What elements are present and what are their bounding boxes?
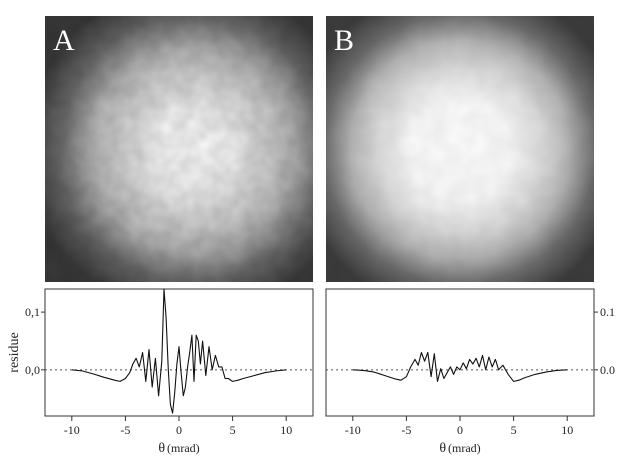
x-tick-label-a: 0 bbox=[176, 423, 182, 437]
panel-label-b: B bbox=[334, 24, 355, 57]
x-tick-label-b: 10 bbox=[561, 423, 573, 437]
x-tick-label-b: 5 bbox=[511, 423, 517, 437]
intensity-image-b-graphic bbox=[326, 16, 594, 282]
residue-series-line-b bbox=[352, 351, 568, 382]
y-tick-label-b: 0.1 bbox=[600, 305, 615, 319]
x-tick-label-b: -10 bbox=[345, 423, 361, 437]
y-tick-label-a: 0,1 bbox=[25, 305, 40, 319]
x-tick-label-a: -5 bbox=[120, 423, 130, 437]
x-axis-title-a: θ (mrad) bbox=[158, 441, 199, 456]
residue-series-line-a bbox=[71, 288, 287, 414]
x-tick-label-b: 0 bbox=[457, 423, 463, 437]
y-tick-label-b: 0.0 bbox=[600, 363, 615, 377]
x-axis-title-b: θ (mrad) bbox=[439, 441, 480, 456]
y-axis-title-a: residue bbox=[7, 332, 22, 372]
plot-frame-b bbox=[325, 288, 595, 417]
x-tick-label-a: -10 bbox=[64, 423, 80, 437]
panel-label-a: A bbox=[53, 24, 75, 57]
intensity-image-a-graphic bbox=[45, 16, 313, 282]
x-tick-label-a: 5 bbox=[230, 423, 236, 437]
residue-plot-b: -10 -5 0 5 10 0.0 0.1 θ (mrad) bbox=[325, 288, 615, 456]
x-tick-label-b: -5 bbox=[401, 423, 411, 437]
y-tick-label-a: 0,0 bbox=[25, 363, 40, 377]
x-tick-label-a: 10 bbox=[280, 423, 292, 437]
intensity-image-a: A bbox=[45, 16, 313, 282]
intensity-image-b: B bbox=[326, 16, 594, 282]
